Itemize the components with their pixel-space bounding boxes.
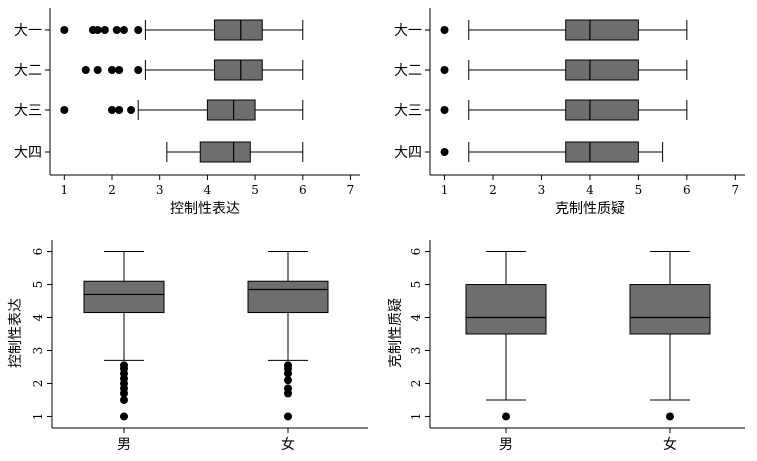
x-tick-label: 1 <box>441 183 449 197</box>
outlier-point <box>120 412 128 421</box>
x-tick-label: 4 <box>586 183 594 197</box>
y-tick-label: 2 <box>31 380 45 388</box>
box-大二 <box>440 59 688 81</box>
category-label: 大一 <box>394 23 422 39</box>
outlier-point <box>81 66 90 74</box>
outlier-point <box>502 412 510 421</box>
outlier-point <box>112 26 121 34</box>
iqr-box <box>565 99 639 121</box>
iqr-box <box>465 284 547 335</box>
chart-panel-4: 1 2 3 4 5 6 男 女 克制性质疑 <box>388 240 745 453</box>
outlier-point <box>60 106 69 114</box>
box-大四 <box>166 141 304 163</box>
outlier-point <box>93 66 102 74</box>
box-大四 <box>440 141 664 163</box>
x-tick-label: 7 <box>347 183 355 197</box>
outlier-point <box>120 361 128 370</box>
box-大三 <box>440 99 688 121</box>
box-大三 <box>60 99 304 121</box>
category-label: 男 <box>499 437 513 453</box>
outlier-point <box>284 376 292 385</box>
category-label: 男 <box>117 437 131 453</box>
outlier-point <box>666 412 674 421</box>
y-tick-label: 1 <box>409 413 423 421</box>
outlier-point <box>440 106 449 114</box>
iqr-box <box>83 280 165 314</box>
iqr-box <box>565 19 639 41</box>
x-tick-label: 2 <box>108 183 116 197</box>
iqr-box <box>629 284 711 335</box>
iqr-box <box>199 141 251 163</box>
chart-panel-3: 1 2 3 4 5 6 男 女 控制性表达 <box>8 240 368 453</box>
x-tick-label: 1 <box>60 183 68 197</box>
outlier-point <box>119 26 128 34</box>
iqr-box <box>206 99 256 121</box>
box-大一 <box>60 19 304 41</box>
y-tick-label: 5 <box>409 281 423 289</box>
x-tick-label: 3 <box>538 183 546 197</box>
box-大二 <box>81 59 304 81</box>
x-tick-label: 5 <box>251 183 259 197</box>
outlier-point <box>108 66 116 74</box>
outlier-point <box>115 106 124 114</box>
outlier-point <box>108 106 116 114</box>
x-axis-title: 控制性表达 <box>170 201 240 217</box>
y-tick-label: 3 <box>31 347 45 355</box>
x-tick-label: 6 <box>683 183 691 197</box>
y-tick-label: 1 <box>31 413 45 421</box>
y-axis-title: 克制性质疑 <box>388 298 404 368</box>
x-tick-label: 2 <box>489 183 497 197</box>
category-label: 女 <box>281 436 295 453</box>
y-axis-title: 控制性表达 <box>8 298 24 368</box>
outlier-point <box>120 395 128 404</box>
y-tick-label: 6 <box>409 248 423 256</box>
x-axis-title: 克制性质疑 <box>555 201 625 217</box>
y-tick-label: 3 <box>409 347 423 355</box>
outlier-point <box>93 26 102 34</box>
y-tick-label: 6 <box>31 248 45 256</box>
box-大一 <box>440 19 688 41</box>
iqr-box <box>247 280 329 314</box>
category-label: 大二 <box>14 63 42 79</box>
category-label: 女 <box>663 436 677 453</box>
y-tick-label: 4 <box>409 313 423 321</box>
x-tick-label: 6 <box>299 183 307 197</box>
outlier-point <box>100 26 109 34</box>
x-tick-label: 7 <box>731 183 739 197</box>
category-label: 大三 <box>394 103 422 119</box>
outlier-point <box>284 384 292 393</box>
x-tick-label: 3 <box>156 183 164 197</box>
box-男 <box>465 251 547 421</box>
iqr-box <box>214 19 263 41</box>
iqr-box <box>565 59 639 81</box>
outlier-point <box>127 106 136 114</box>
outlier-point <box>134 26 143 34</box>
y-tick-label: 4 <box>31 313 45 321</box>
box-女 <box>629 251 711 421</box>
outlier-point <box>284 361 292 370</box>
outlier-point <box>440 66 449 74</box>
outlier-point <box>440 148 449 156</box>
category-label: 大二 <box>394 63 422 79</box>
y-tick-label: 5 <box>31 281 45 289</box>
box-女 <box>247 251 329 421</box>
iqr-box <box>565 141 639 163</box>
iqr-box <box>214 59 263 81</box>
outlier-point <box>440 26 449 34</box>
category-label: 大四 <box>394 145 422 161</box>
box-男 <box>83 251 165 421</box>
category-label: 大三 <box>14 103 42 119</box>
outlier-point <box>115 66 124 74</box>
y-tick-label: 2 <box>409 380 423 388</box>
x-tick-label: 4 <box>204 183 212 197</box>
outlier-point <box>284 412 292 421</box>
x-tick-label: 5 <box>635 183 643 197</box>
category-label: 大四 <box>14 145 42 161</box>
outlier-point <box>134 66 143 74</box>
outlier-point <box>60 26 69 34</box>
category-label: 大一 <box>14 23 42 39</box>
